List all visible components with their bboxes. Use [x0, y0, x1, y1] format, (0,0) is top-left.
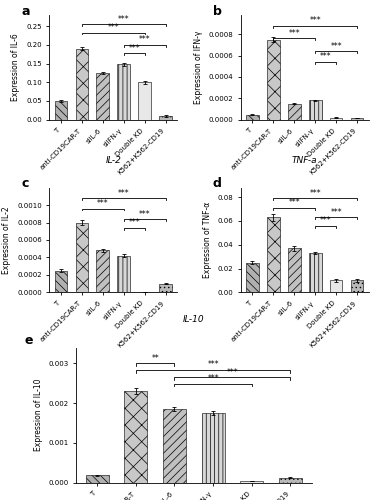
- Bar: [267, 40, 280, 119]
- Y-axis label: Expression of IFN-γ: Expression of IFN-γ: [194, 30, 203, 104]
- Bar: [288, 248, 301, 292]
- Text: ***: ***: [128, 44, 140, 52]
- Text: ***: ***: [330, 208, 342, 217]
- Bar: [86, 476, 109, 482]
- Title: IL-2: IL-2: [105, 156, 121, 164]
- Text: ***: ***: [108, 23, 119, 32]
- Bar: [117, 64, 130, 120]
- Text: ***: ***: [139, 36, 150, 44]
- Y-axis label: Expression of TNF-α: Expression of TNF-α: [203, 202, 212, 278]
- Bar: [288, 104, 301, 120]
- Text: ***: ***: [139, 210, 150, 218]
- Text: ***: ***: [288, 29, 300, 38]
- Text: c: c: [21, 177, 28, 190]
- Text: ***: ***: [330, 42, 342, 50]
- Text: ***: ***: [309, 16, 321, 25]
- Bar: [159, 116, 172, 119]
- Bar: [279, 478, 302, 482]
- Text: ***: ***: [207, 360, 219, 370]
- Text: ***: ***: [226, 368, 238, 376]
- Bar: [351, 280, 363, 292]
- Y-axis label: Expression of IL-6: Expression of IL-6: [11, 34, 21, 101]
- Bar: [55, 101, 67, 119]
- Bar: [309, 253, 321, 292]
- Bar: [97, 250, 109, 292]
- Y-axis label: Expression of IL-10: Expression of IL-10: [33, 379, 43, 451]
- Bar: [240, 481, 263, 482]
- Text: ***: ***: [309, 189, 321, 198]
- Text: d: d: [213, 177, 222, 190]
- Bar: [246, 262, 259, 292]
- Bar: [330, 280, 342, 292]
- Text: ***: ***: [118, 188, 130, 198]
- Text: b: b: [213, 4, 222, 18]
- Bar: [76, 48, 88, 120]
- Bar: [163, 409, 186, 482]
- Text: **: **: [151, 354, 159, 362]
- Text: ***: ***: [320, 52, 331, 62]
- Bar: [309, 100, 321, 119]
- Bar: [124, 391, 147, 482]
- Bar: [159, 284, 172, 292]
- Text: ***: ***: [320, 216, 331, 225]
- Text: a: a: [21, 4, 30, 18]
- Bar: [267, 218, 280, 292]
- Text: e: e: [24, 334, 33, 347]
- Bar: [351, 118, 363, 120]
- Y-axis label: Expression of IL-2: Expression of IL-2: [2, 206, 11, 274]
- Bar: [330, 118, 342, 120]
- Bar: [97, 73, 109, 120]
- Title: TNF-a: TNF-a: [292, 156, 318, 164]
- Text: ***: ***: [128, 218, 140, 227]
- Text: ***: ***: [207, 374, 219, 384]
- Bar: [76, 222, 88, 292]
- Text: ***: ***: [288, 198, 300, 207]
- Bar: [117, 256, 130, 292]
- Bar: [138, 82, 151, 120]
- Text: ***: ***: [118, 15, 130, 24]
- Bar: [246, 114, 259, 119]
- Title: IL-10: IL-10: [183, 316, 204, 324]
- Bar: [55, 270, 67, 292]
- Text: ***: ***: [97, 199, 109, 208]
- Bar: [201, 413, 225, 482]
